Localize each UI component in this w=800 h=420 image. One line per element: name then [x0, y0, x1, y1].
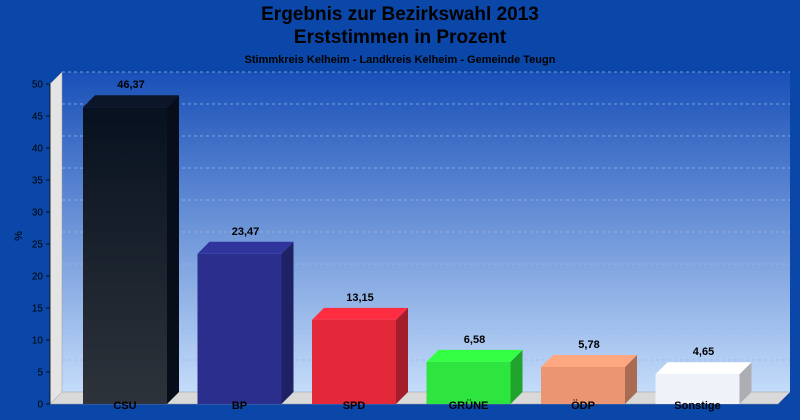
bar-side: [396, 307, 408, 404]
bar-csu: 46,37: [83, 79, 179, 405]
y-tick-label: 10: [32, 336, 44, 347]
bar-front: [83, 107, 167, 405]
bar-top: [541, 355, 637, 368]
bar-top: [83, 95, 179, 108]
bar-grüne: 6,58: [426, 334, 523, 404]
bar-sonstige: 4,65: [655, 346, 752, 404]
chart-title: Ergebnis zur Bezirkswahl 2013: [261, 4, 539, 25]
y-tick-label: 30: [32, 208, 44, 219]
y-tick-label: 15: [32, 304, 44, 315]
plot-side-wall: [49, 71, 63, 405]
bar-top: [655, 362, 752, 375]
data-label: 46,37: [117, 79, 145, 91]
bar-bp: 23,47: [197, 226, 294, 404]
bar-side: [739, 362, 752, 404]
bar-front: [312, 319, 396, 404]
data-label: 13,15: [346, 292, 374, 304]
y-tick-label: 20: [32, 272, 44, 283]
data-label: 6,58: [464, 334, 485, 346]
bar-front: [541, 367, 625, 404]
category-label: SPD: [343, 400, 366, 412]
category-label: GRÜNE: [449, 399, 489, 412]
bars: 46,37 23,47 13,15 6,58 5,78 4,65: [83, 79, 752, 405]
data-label: 23,47: [232, 226, 260, 238]
chart-location-subtitle: Stimmkreis Kelheim - Landkreis Kelheim -…: [244, 54, 556, 66]
bar-top: [197, 241, 294, 254]
category-label: ÖDP: [571, 399, 595, 412]
bar-front: [426, 361, 511, 404]
y-axis-ticks: 0 5 10 15 20 25 30 35 40 45 50: [32, 80, 50, 411]
bar-top: [312, 307, 408, 320]
bar-side: [625, 355, 637, 404]
category-label: BP: [232, 400, 247, 412]
bar-side: [167, 95, 179, 405]
x-axis-categories: CSU BP SPD GRÜNE ÖDP Sonstige: [113, 399, 720, 412]
category-label: Sonstige: [674, 400, 720, 412]
bar-side: [281, 241, 294, 404]
bar-front: [197, 253, 282, 404]
y-tick-label: 40: [32, 144, 44, 155]
bar-spd: 13,15: [312, 292, 408, 404]
data-label: 5,78: [578, 339, 599, 351]
y-tick-label: 50: [32, 80, 44, 91]
category-label: CSU: [113, 400, 136, 412]
y-axis-label: %: [13, 231, 25, 241]
y-tick-label: 35: [32, 176, 44, 187]
y-tick-label: 25: [32, 240, 44, 251]
data-label: 4,65: [693, 346, 714, 358]
y-tick-label: 0: [37, 400, 43, 411]
bar-top: [426, 349, 523, 362]
bar-ödp: 5,78: [541, 339, 637, 404]
bar-side: [510, 349, 523, 404]
bar-front: [655, 374, 740, 404]
grid-lines: [62, 71, 790, 361]
chart-subtitle: Erststimmen in Prozent: [293, 27, 507, 48]
y-tick-label: 5: [37, 368, 43, 379]
y-tick-label: 45: [32, 112, 44, 123]
